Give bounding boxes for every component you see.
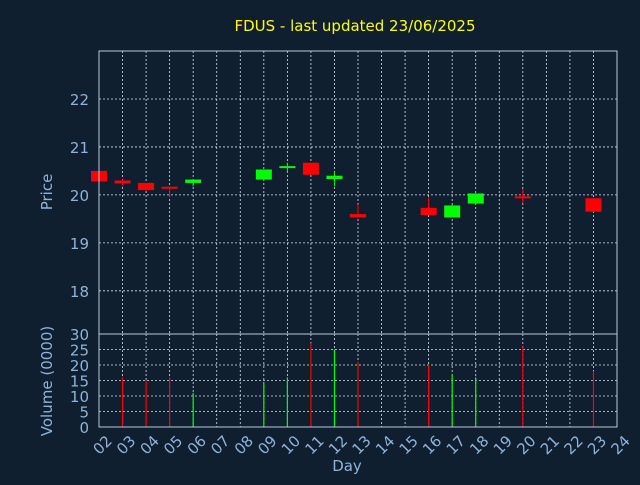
price-grid bbox=[98, 51, 618, 334]
price-tick-label: 20 bbox=[70, 187, 89, 205]
x-tick-label: 09 bbox=[254, 432, 280, 458]
candle-body bbox=[326, 175, 343, 180]
candles bbox=[91, 162, 602, 218]
candle-body bbox=[467, 193, 484, 204]
candle-body bbox=[514, 196, 531, 199]
x-tick-label: 16 bbox=[419, 432, 445, 458]
x-tick-label: 11 bbox=[301, 432, 327, 458]
price-tick-label: 21 bbox=[70, 139, 89, 157]
x-ticks: 0203040506070809101112131415161718192021… bbox=[90, 432, 634, 458]
x-tick-label: 10 bbox=[278, 432, 304, 458]
candle-body bbox=[444, 205, 461, 218]
x-tick-label: 21 bbox=[537, 432, 563, 458]
price-axis-label: Price bbox=[38, 174, 56, 211]
candle-body bbox=[350, 214, 366, 218]
x-tick-label: 24 bbox=[608, 432, 634, 458]
volume-panel-frame bbox=[98, 333, 618, 428]
volume-tick-label: 20 bbox=[70, 357, 89, 375]
x-tick-label: 13 bbox=[349, 432, 375, 458]
candle-body bbox=[420, 207, 437, 216]
x-tick-label: 03 bbox=[113, 432, 139, 458]
x-tick-label: 08 bbox=[231, 432, 257, 458]
x-tick-label: 23 bbox=[584, 432, 610, 458]
volume-tick-label: 5 bbox=[79, 404, 89, 422]
candle-body bbox=[585, 198, 602, 212]
x-tick-label: 17 bbox=[443, 432, 469, 458]
x-tick-label: 12 bbox=[325, 432, 351, 458]
x-tick-label: 22 bbox=[560, 432, 586, 458]
x-tick-label: 20 bbox=[513, 432, 539, 458]
candle-body bbox=[255, 169, 272, 180]
price-y-ticks: 18 19 20 21 22 bbox=[70, 91, 89, 301]
x-tick-label: 02 bbox=[90, 432, 116, 458]
candle-body bbox=[161, 186, 178, 189]
volume-tick-label: 25 bbox=[70, 342, 89, 360]
volume-axis-label: Volume (0000) bbox=[38, 326, 56, 436]
candle-body bbox=[279, 166, 296, 169]
price-tick-label: 19 bbox=[70, 235, 89, 253]
chart-title: FDUS - last updated 23/06/2025 bbox=[234, 17, 475, 35]
candle-body bbox=[302, 162, 319, 175]
x-tick-label: 18 bbox=[466, 432, 492, 458]
x-tick-label: 05 bbox=[160, 432, 186, 458]
x-tick-label: 15 bbox=[396, 432, 422, 458]
panel-frames bbox=[98, 50, 618, 428]
volume-bars bbox=[121, 343, 595, 427]
candle-body bbox=[114, 180, 131, 184]
candle-body bbox=[185, 179, 202, 183]
x-tick-label: 04 bbox=[137, 432, 163, 458]
price-tick-label: 22 bbox=[70, 91, 89, 109]
price-tick-label: 18 bbox=[70, 283, 89, 301]
volume-tick-label: 30 bbox=[70, 326, 89, 344]
volume-tick-label: 15 bbox=[70, 373, 89, 391]
x-tick-label: 07 bbox=[207, 432, 233, 458]
candle-body bbox=[138, 182, 155, 191]
x-tick-label: 06 bbox=[184, 432, 210, 458]
x-tick-label: 19 bbox=[490, 432, 516, 458]
x-axis-label: Day bbox=[332, 457, 362, 475]
volume-tick-label: 0 bbox=[79, 419, 89, 437]
volume-tick-label: 10 bbox=[70, 388, 89, 406]
x-tick-label: 14 bbox=[372, 432, 398, 458]
